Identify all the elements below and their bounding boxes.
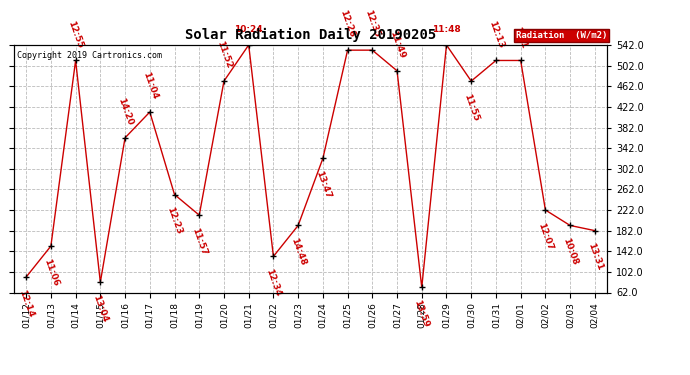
Text: 11:52: 11:52 bbox=[215, 40, 233, 70]
Text: 13:04: 13:04 bbox=[91, 293, 110, 323]
Text: 11:06: 11:06 bbox=[42, 257, 60, 287]
Text: 12:13: 12:13 bbox=[487, 20, 505, 50]
Text: 12:34: 12:34 bbox=[264, 267, 283, 298]
Text: 14:48: 14:48 bbox=[289, 237, 307, 267]
Text: 12:23: 12:23 bbox=[166, 206, 184, 236]
Text: 10:24: 10:24 bbox=[235, 25, 263, 34]
Text: 12:55: 12:55 bbox=[66, 20, 85, 50]
Title: Solar Radiation Daily 20190205: Solar Radiation Daily 20190205 bbox=[185, 28, 436, 42]
Text: 13:59: 13:59 bbox=[413, 298, 431, 328]
Text: 12:14: 12:14 bbox=[17, 288, 35, 318]
Text: 11:48: 11:48 bbox=[432, 25, 461, 34]
Text: 11:57: 11:57 bbox=[190, 226, 208, 256]
Text: 10:08: 10:08 bbox=[561, 237, 579, 266]
Text: 12:26: 12:26 bbox=[339, 9, 357, 39]
Text: 14:20: 14:20 bbox=[116, 97, 134, 127]
Text: 11:04: 11:04 bbox=[141, 71, 159, 101]
Text: 12:07: 12:07 bbox=[536, 221, 555, 251]
Text: 13:47: 13:47 bbox=[314, 170, 332, 200]
Text: 13:31: 13:31 bbox=[586, 242, 604, 272]
Text: 11:55: 11:55 bbox=[462, 92, 480, 122]
Text: 12:35: 12:35 bbox=[363, 9, 382, 39]
Text: 13:1: 13:1 bbox=[513, 25, 529, 50]
Text: Radiation  (W/m2): Radiation (W/m2) bbox=[516, 31, 607, 40]
Text: Copyright 2019 Cartronics.com: Copyright 2019 Cartronics.com bbox=[17, 51, 161, 60]
Text: 11:49: 11:49 bbox=[388, 29, 406, 60]
